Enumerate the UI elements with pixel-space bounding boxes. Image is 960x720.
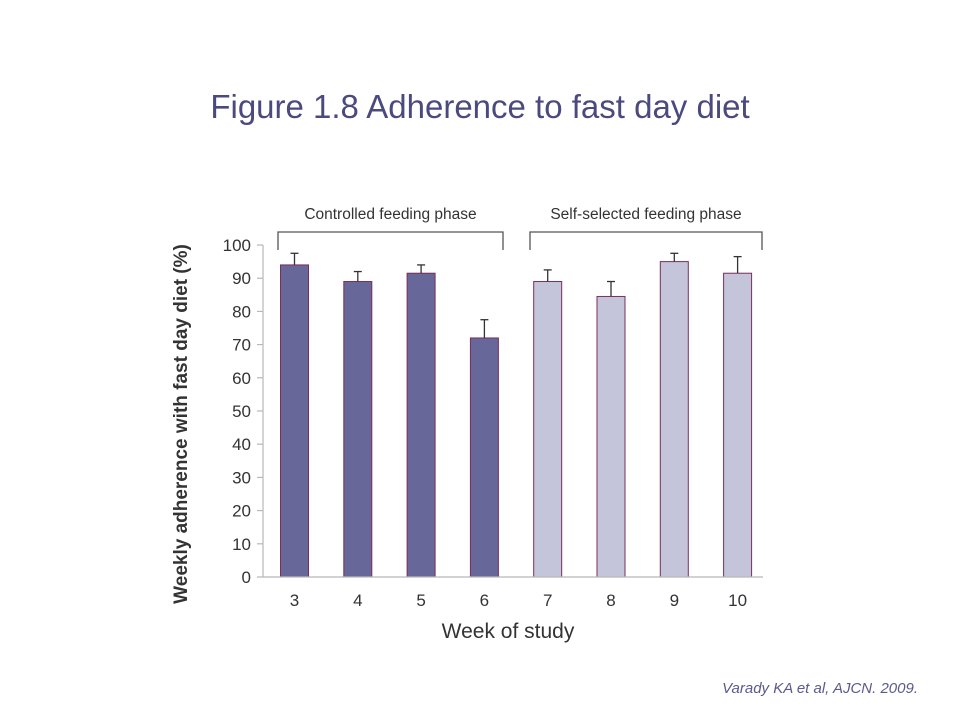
x-tick-label: 7: [543, 591, 552, 610]
y-tick-label: 80: [232, 302, 251, 321]
y-tick-label: 100: [223, 236, 251, 255]
phase-brackets: Controlled feeding phase Self-selected fe…: [277, 206, 763, 250]
phase-label: Controlled feeding phase: [304, 206, 476, 223]
y-tick-label: 50: [232, 402, 251, 421]
x-axis: 3 4 5 6 7 8 9 10: [263, 576, 763, 610]
bar-week-3: [280, 264, 309, 578]
x-tick-label: 3: [290, 591, 299, 610]
x-tick-label: 9: [670, 591, 679, 610]
y-axis-title: Weekly adherence with fast day diet (%): [171, 244, 192, 604]
bar-week-4: [343, 281, 373, 578]
y-tick-label: 90: [232, 269, 251, 288]
x-tick-label: 4: [353, 591, 362, 610]
bar-week-9: [659, 261, 689, 578]
bar-week-7: [533, 281, 563, 578]
y-tick-label: 30: [232, 468, 251, 487]
bar-week-10: [723, 272, 753, 578]
phase-label: Self-selected feeding phase: [550, 206, 741, 223]
y-tick-label: 10: [232, 535, 251, 554]
y-tick-label: 0: [242, 568, 251, 587]
bars-group: [280, 252, 753, 578]
x-axis-title: Week of study: [442, 620, 575, 643]
y-tick-label: 70: [232, 336, 251, 355]
phase-bracket: [529, 231, 763, 250]
y-tick-label: 60: [232, 369, 251, 388]
y-axis: 0 10 20 30 40 50 60 70 80 90 100: [223, 236, 264, 587]
y-tick-label: 20: [232, 502, 251, 521]
citation: Varady KA et al, AJCN. 2009.: [722, 680, 918, 697]
x-tick-label: 6: [480, 591, 489, 610]
x-tick-label: 10: [728, 591, 747, 610]
y-tick-label: 40: [232, 435, 251, 454]
bar-week-8: [596, 295, 626, 578]
slide-title: Figure 1.8 Adherence to fast day diet: [210, 88, 750, 125]
x-tick-label: 5: [416, 591, 425, 610]
bar-week-6: [469, 337, 499, 578]
phase-bracket: [277, 231, 504, 250]
x-tick-label: 8: [606, 591, 615, 610]
bar-week-5: [406, 272, 436, 578]
